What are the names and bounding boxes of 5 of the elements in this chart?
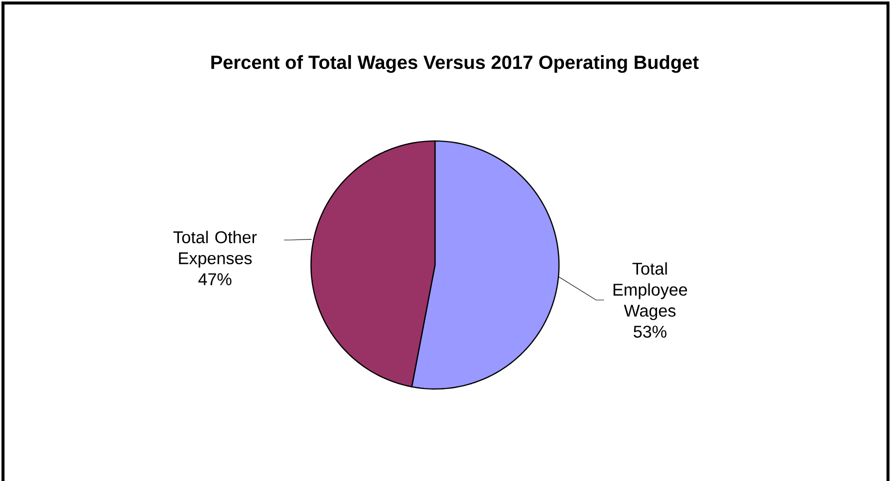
- legend-label: Total Other Expenses: [173, 230, 257, 268]
- chart-title: Percent of Total Wages Versus 2017 Operating Budget: [211, 55, 699, 73]
- slice-label: Total Employee Wages: [614, 262, 688, 320]
- data-label: 53%: [634, 326, 666, 338]
- data-label: 47%: [198, 273, 232, 286]
